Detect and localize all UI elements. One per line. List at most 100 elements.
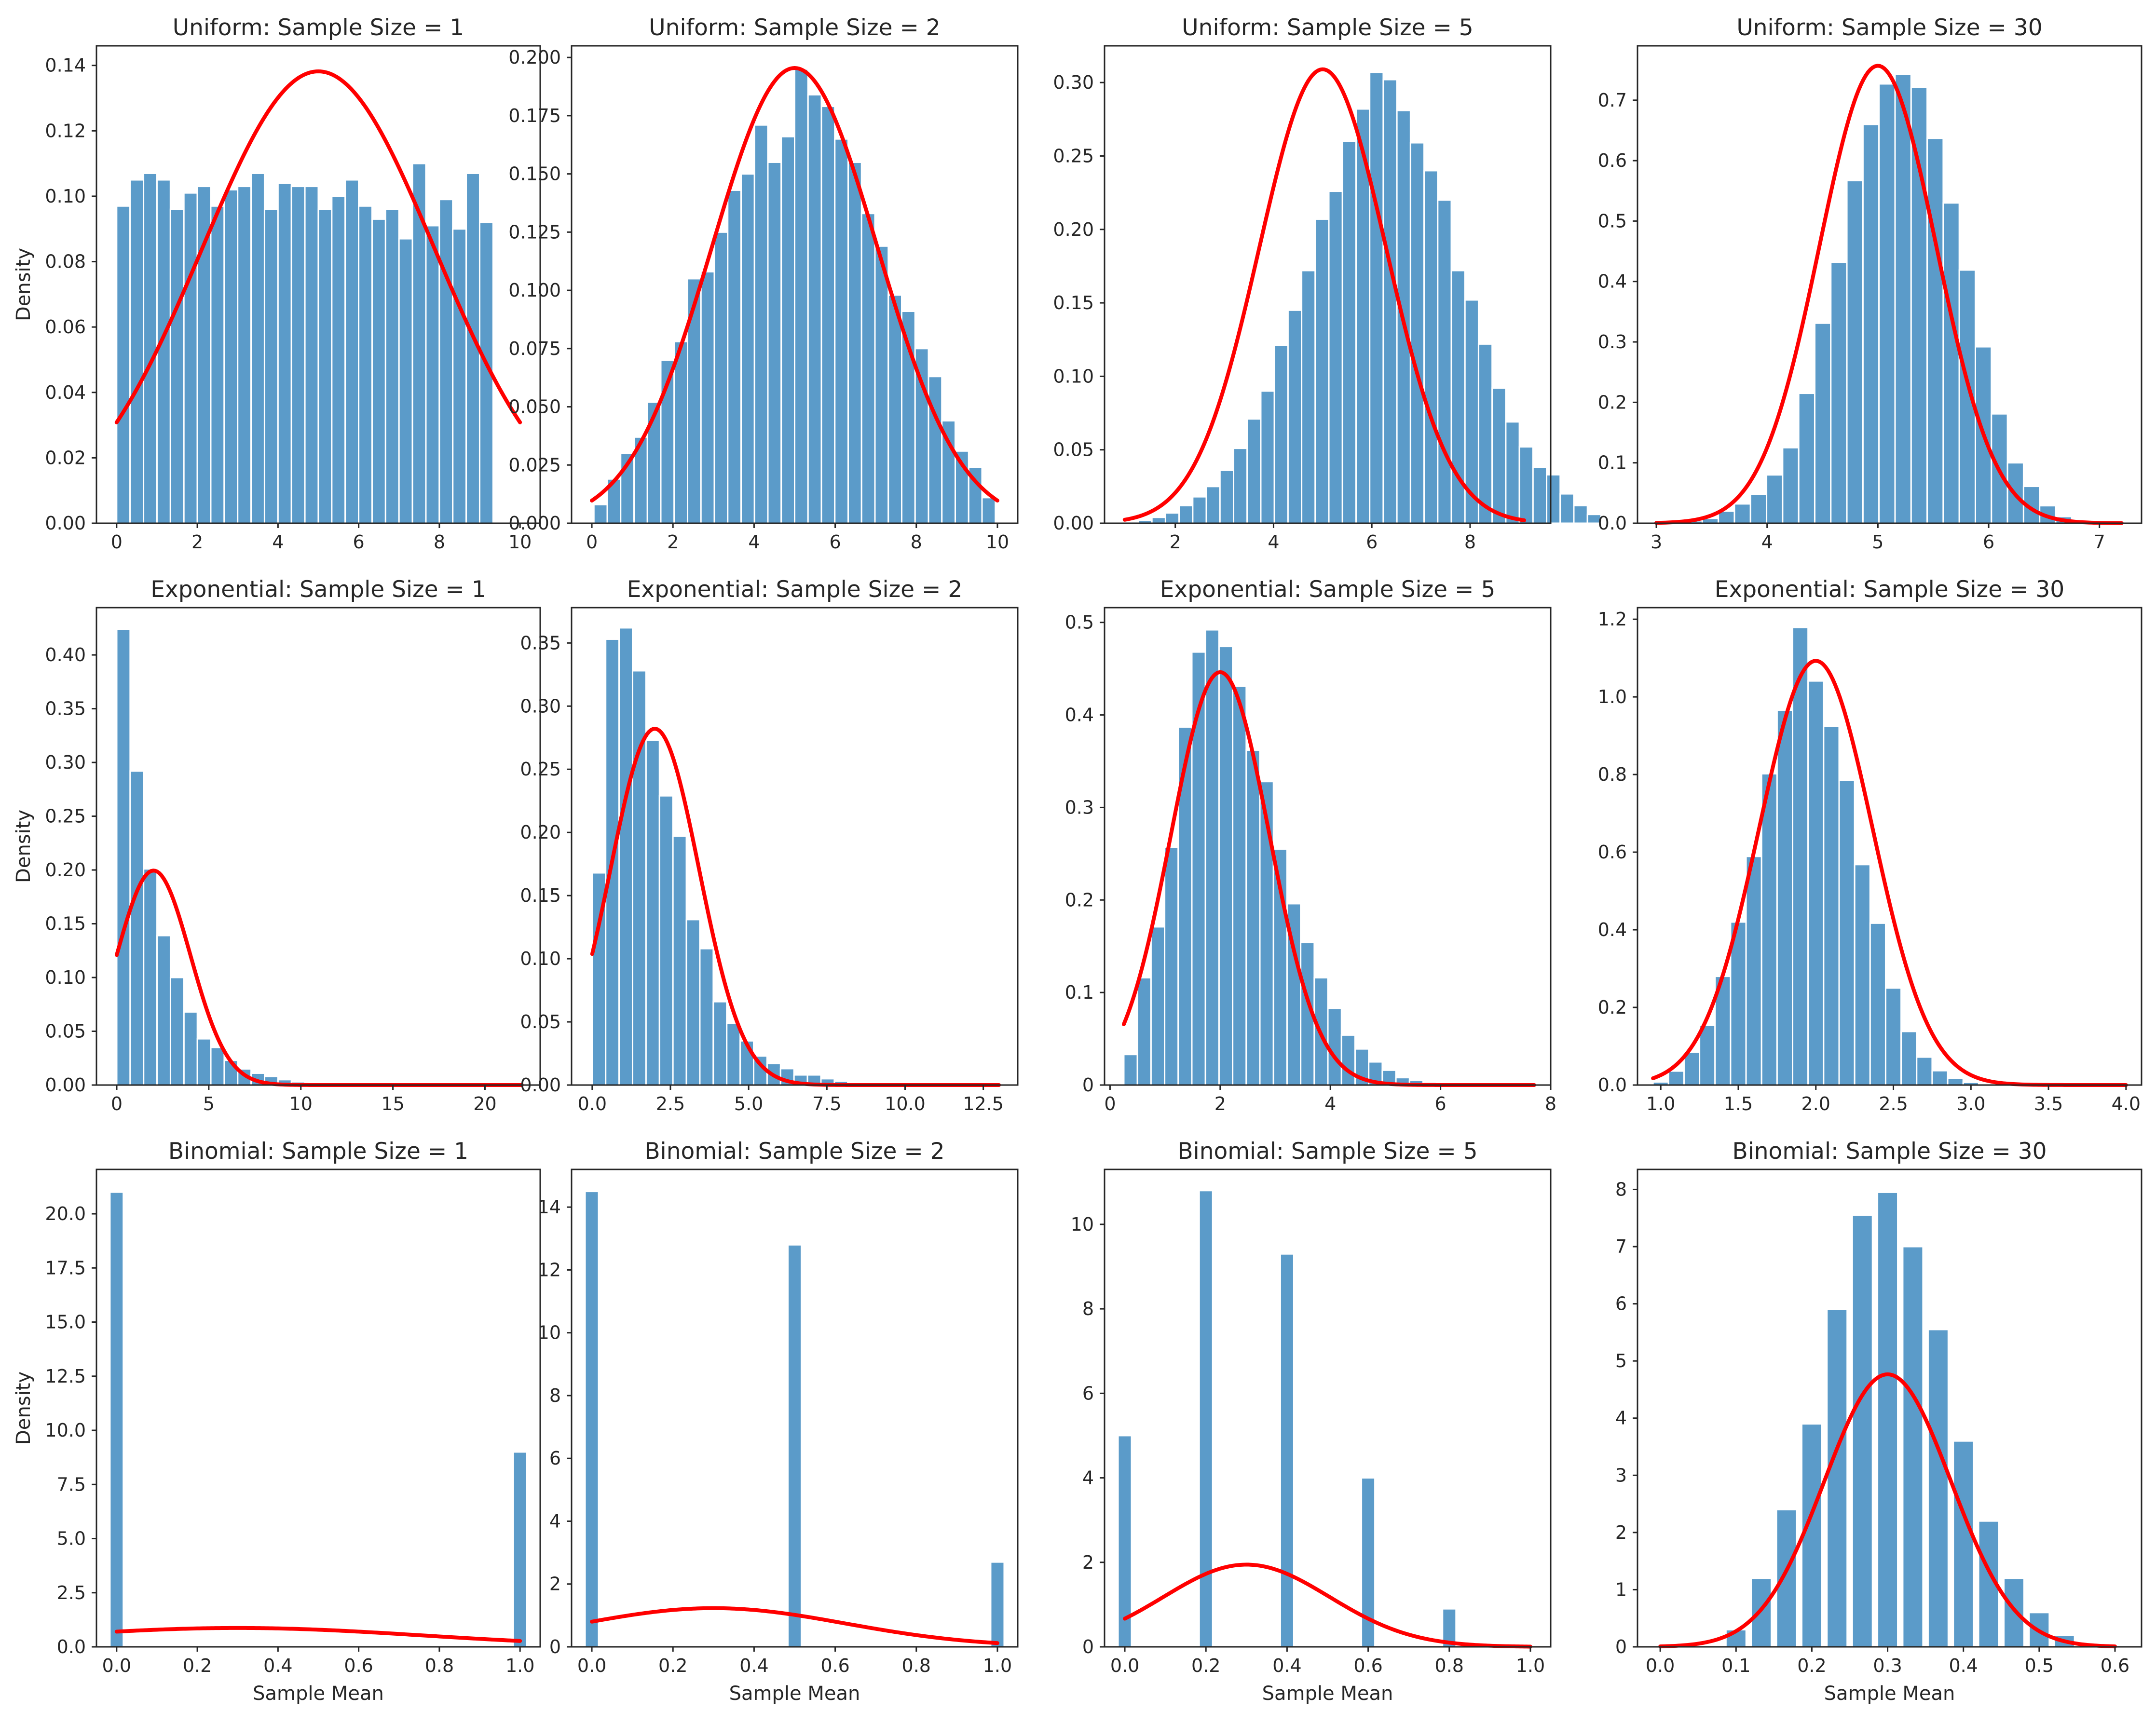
subplot: 0 2 4 6 8 100.0000.0250.0500.0750.1000.1250.1… — [508, 14, 1019, 553]
histogram-bar — [658, 795, 674, 1086]
x-tick-label: 7 — [2094, 531, 2105, 553]
x-axis-label: Sample Mean — [1824, 1683, 1955, 1705]
y-tick-label: 0 — [1615, 1636, 1627, 1657]
normal-curve-line — [1654, 64, 2124, 525]
histogram-bar — [1947, 1077, 1964, 1086]
y-tick-label: 2 — [1082, 1552, 1094, 1573]
histogram-bar — [210, 1046, 225, 1086]
x-tick-label: 6 — [1983, 531, 1994, 553]
y-tick-label: 5.0 — [57, 1528, 86, 1549]
normal-curve-line — [1658, 1372, 2117, 1649]
histogram-bar — [1233, 448, 1248, 524]
y-tick-label: 17.5 — [45, 1257, 86, 1278]
y-tick-label: 0.100 — [508, 280, 561, 301]
histogram-bar — [1823, 725, 1840, 1086]
x-tick-label: 2 — [1170, 531, 1181, 553]
axes-frame — [1637, 607, 2142, 1086]
x-tick-label: 20 — [473, 1093, 496, 1114]
histogram-bar — [1198, 1190, 1214, 1648]
histogram-bars — [116, 163, 494, 524]
histogram-bar — [317, 208, 333, 524]
histogram-bar — [156, 935, 171, 1086]
histogram-bar — [727, 189, 742, 524]
x-tick-label: 0.2 — [1191, 1655, 1220, 1676]
histogram-bar — [1807, 680, 1825, 1086]
histogram-bar — [1464, 299, 1479, 524]
histogram-bar — [1749, 493, 1768, 524]
histogram-bar — [143, 172, 158, 524]
histogram-bars — [1653, 73, 2121, 524]
y-tick-label: 0.10 — [45, 967, 86, 988]
axes-frame — [96, 45, 541, 524]
x-tick-label: 0 — [111, 1093, 123, 1114]
y-tick-label: 0.000 — [508, 513, 561, 534]
subplot: 0 5 10 15 20 0.00 0.05 0.10 0.15 0.20 0.25 0.30 0.35… — [13, 576, 541, 1114]
histogram-bar — [1150, 926, 1166, 1086]
y-tick-label: 0.12 — [45, 120, 86, 141]
histogram-bar — [425, 225, 440, 524]
histogram-bar — [1532, 466, 1548, 524]
subplot: 0 2 4 6 8 0 0.1 0.2 0.3 0.4 0.5 Exponential: Sample… — [1065, 576, 1557, 1114]
axes-frame — [571, 45, 1019, 524]
x-tick-label: 0.0 — [577, 1655, 606, 1676]
axes-frame — [571, 1168, 1019, 1648]
histogram-bar — [452, 228, 467, 524]
axes-frame — [96, 1168, 541, 1648]
x-tick-label: 10 — [508, 531, 532, 553]
histogram-bar — [277, 182, 292, 524]
x-tick-label: 0.1 — [1721, 1655, 1750, 1676]
subplot: 2 4 6 8 0.00 0.05 0.10 0.15 0.20 0.25 0.30 Uniform:… — [1053, 14, 1602, 553]
histogram-bar — [1327, 1007, 1342, 1086]
histogram-bar — [1782, 447, 1800, 524]
y-axis-label: Density — [13, 1371, 35, 1445]
histogram-bars — [1117, 1190, 1457, 1648]
y-tick-label: 0.0 — [1598, 1074, 1627, 1096]
histogram-bar — [1733, 503, 1751, 524]
histogram-bar — [1902, 1246, 1924, 1648]
y-tick-label: 0.0 — [57, 1636, 86, 1657]
histogram-bar — [1750, 1577, 1773, 1648]
x-tick-label: 5 — [203, 1093, 215, 1114]
histogram-bar — [371, 218, 386, 524]
y-tick-label: 0.4 — [1065, 705, 1094, 726]
x-tick-label: 0.2 — [1797, 1655, 1826, 1676]
y-tick-label: 8 — [1615, 1179, 1627, 1200]
y-tick-label: 0.1 — [1598, 452, 1627, 474]
y-tick-label: 0.200 — [508, 47, 561, 68]
y-tick-label: 7.5 — [57, 1474, 86, 1495]
histogram-bar — [1437, 199, 1452, 524]
histogram-bars — [1652, 626, 2026, 1086]
histogram-bar — [1369, 71, 1384, 524]
y-tick-label: 0 — [549, 1636, 561, 1657]
histogram-bars — [109, 1191, 528, 1648]
histogram-bar — [1931, 1070, 1949, 1086]
histogram-bar — [1667, 1070, 1685, 1086]
y-tick-label: 15.0 — [45, 1312, 86, 1333]
histogram-bar — [1246, 418, 1262, 524]
y-tick-label: 0 — [1082, 1074, 1094, 1096]
histogram-bar — [1814, 322, 1832, 524]
x-tick-label: 4 — [1324, 1093, 1336, 1114]
y-axis-label: Density — [13, 810, 35, 883]
histogram-bar — [990, 1561, 1005, 1648]
histogram-bar — [1878, 83, 1896, 524]
histogram-bar — [1260, 390, 1275, 524]
histogram-bar — [1862, 123, 1880, 524]
axes-frame — [1637, 45, 2142, 524]
x-tick-label: 0.4 — [739, 1655, 768, 1676]
subplot-title: Uniform: Sample Size = 5 — [1182, 14, 1473, 41]
y-tick-label: 10 — [1071, 1214, 1094, 1235]
x-tick-label: 12.5 — [963, 1093, 1004, 1114]
histogram-bar — [726, 1022, 741, 1086]
normal-curve-line — [590, 66, 999, 503]
histogram-bar — [685, 919, 701, 1086]
histogram-bar — [631, 670, 647, 1086]
x-tick-label: 3.0 — [1956, 1093, 1985, 1114]
axes-frame — [1104, 1168, 1552, 1648]
x-tick-label: 6 — [829, 531, 841, 553]
subplot-title: Binomial: Sample Size = 2 — [644, 1138, 944, 1165]
histogram-bar — [304, 186, 319, 524]
x-tick-label: 4 — [1268, 531, 1279, 553]
histogram-bar — [1826, 1308, 1848, 1648]
